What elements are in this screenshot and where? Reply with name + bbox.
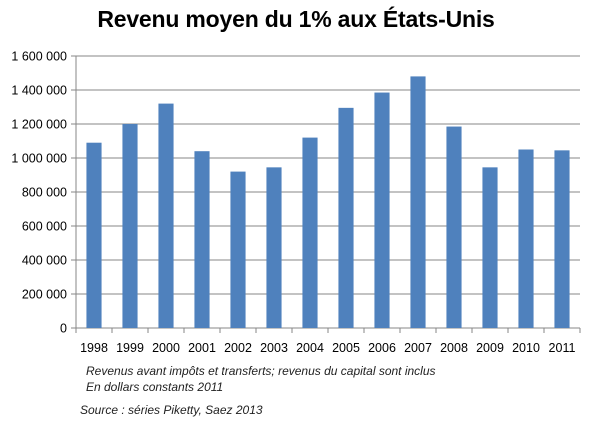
x-tick-label: 1999 (116, 341, 144, 355)
bar-2009 (482, 167, 498, 328)
gridlines (76, 55, 580, 295)
bar-2006 (374, 92, 390, 328)
bar-2005 (338, 107, 354, 328)
y-tick-label: 200 000 (22, 288, 67, 302)
note-revenue-definition: Revenus avant impôts et transferts; reve… (86, 364, 436, 378)
y-tick-label: 1 400 000 (11, 84, 67, 98)
x-tick-label: 2003 (260, 341, 288, 355)
note-constant-dollars: En dollars constants 2011 (86, 380, 224, 394)
bar-1998 (86, 142, 102, 328)
x-tick-label: 2010 (512, 341, 540, 355)
bar-2004 (302, 137, 318, 328)
x-tick-label: 2002 (224, 341, 252, 355)
chart-title: Revenu moyen du 1% aux États-Unis (97, 6, 495, 32)
bar-2003 (266, 167, 282, 328)
x-tick-label: 2006 (368, 341, 396, 355)
x-tick-label: 2005 (332, 341, 360, 355)
y-tick-label: 1 600 000 (11, 50, 67, 64)
y-tick-label: 400 000 (22, 254, 67, 268)
y-tick-label: 1 200 000 (11, 118, 67, 132)
bar-2002 (230, 171, 246, 328)
x-tick-label: 2000 (152, 341, 180, 355)
y-tick-label: 1 000 000 (11, 152, 67, 166)
x-tick-label: 1998 (80, 341, 108, 355)
axes (71, 55, 581, 333)
x-tick-label: 2007 (404, 341, 432, 355)
bar-2011 (554, 150, 570, 328)
bars (86, 76, 570, 329)
bar-2000 (158, 103, 174, 328)
bar-1999 (122, 124, 138, 328)
y-tick-label: 0 (60, 322, 67, 336)
x-tick-label: 2008 (440, 341, 468, 355)
source-note: Source : séries Piketty, Saez 2013 (80, 403, 263, 417)
bar-2001 (194, 151, 210, 328)
bar-2007 (410, 76, 426, 329)
tick-labels: 0 200 000 400 000 600 000 800 000 1 000 000 1 … (11, 50, 575, 356)
x-tick-label: 2009 (476, 341, 504, 355)
bar-2010 (518, 149, 534, 328)
y-tick-label: 600 000 (22, 220, 67, 234)
x-tick-label: 2004 (296, 341, 324, 355)
x-tick-label: 2011 (549, 341, 576, 355)
x-tick-label: 2001 (188, 341, 216, 355)
y-tick-label: 800 000 (22, 186, 67, 200)
bar-2008 (446, 126, 462, 328)
